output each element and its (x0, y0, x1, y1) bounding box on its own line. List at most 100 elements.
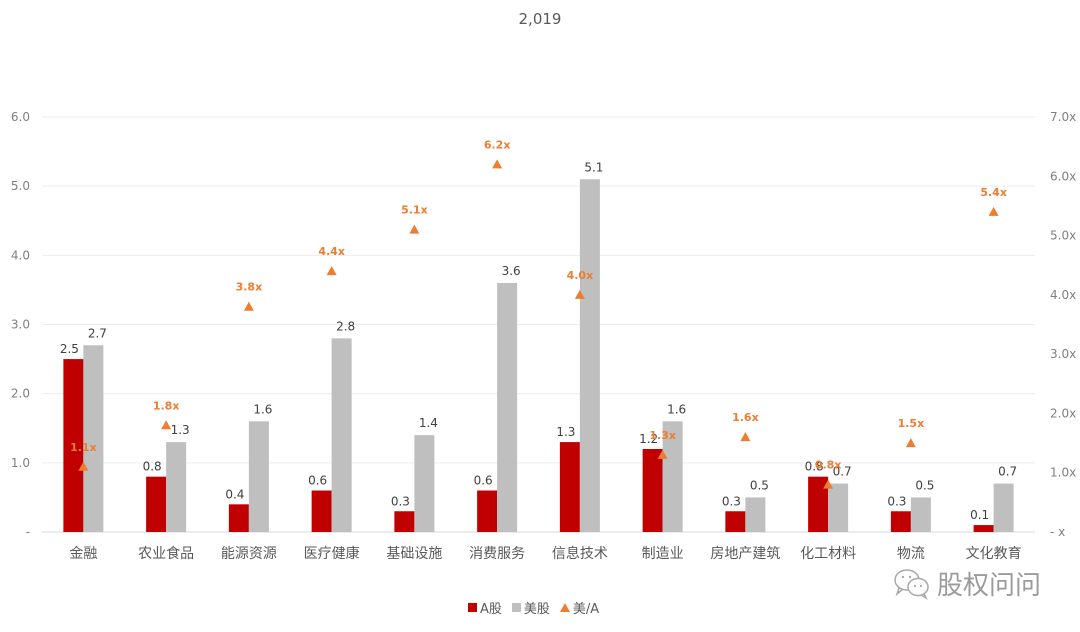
category-label: 基础设施 (386, 545, 442, 562)
ratio-triangle-marker[interactable] (243, 301, 254, 311)
legend-swatch-red (468, 603, 477, 612)
ratio-triangle-marker[interactable] (740, 432, 751, 442)
legend-label: 美/A (572, 602, 600, 617)
bar-a-shares[interactable] (725, 511, 746, 532)
ratio-label: 0.8x (815, 459, 842, 472)
legend-swatch-gray (511, 603, 521, 612)
right-axis-tick: 4.0x (1050, 288, 1076, 302)
ratio-label: 3.8x (236, 281, 263, 294)
bar-us-shares[interactable] (497, 283, 518, 532)
bar-label: 0.7 (998, 465, 1017, 479)
ratio-triangle-marker[interactable] (574, 289, 585, 299)
bar-us-shares[interactable] (579, 179, 600, 532)
ratio-label: 1.1x (70, 441, 97, 454)
category-label: 医疗健康 (304, 545, 360, 562)
legend-label: 美股 (523, 602, 550, 617)
bar-a-shares[interactable] (890, 511, 911, 532)
bar-us-shares[interactable] (83, 345, 104, 532)
bar-label: 0.3 (722, 494, 741, 508)
bar-label: 0.6 (474, 474, 493, 488)
bar-us-shares[interactable] (331, 338, 352, 532)
left-axis-tick: 5.0 (11, 179, 30, 193)
bar-label: 0.5 (750, 478, 769, 492)
bar-a-shares[interactable] (63, 359, 84, 532)
left-axis-tick: - (26, 525, 30, 539)
bar-label: 0.7 (833, 465, 852, 479)
ratio-label: 4.0x (567, 269, 594, 282)
ratio-triangle-marker[interactable] (161, 420, 172, 430)
chart-title: 2,019 (518, 10, 562, 28)
ratio-label: 4.4x (318, 245, 345, 258)
right-axis-tick: - x (1050, 525, 1065, 539)
ratio-triangle-marker[interactable] (988, 206, 999, 216)
bar-label: 2.8 (336, 319, 355, 333)
ratio-label: 6.2x (484, 138, 511, 151)
bar-label: 1.2 (639, 432, 658, 446)
bar-us-shares[interactable] (993, 483, 1014, 532)
watermark-text: 股权问问 (937, 571, 1042, 601)
ratio-triangle-marker[interactable] (409, 224, 420, 234)
bar-label: 0.5 (915, 478, 934, 492)
ratio-triangle-marker[interactable] (326, 266, 337, 276)
left-axis-tick: 4.0 (11, 248, 30, 262)
ratio-label: 1.8x (153, 399, 180, 412)
left-axis-tick: 2.0 (11, 387, 30, 401)
category-label: 物流 (897, 546, 925, 562)
left-axis-tick: 3.0 (11, 318, 30, 332)
category-label: 文化教育 (966, 546, 1022, 562)
bar-a-shares[interactable] (477, 490, 498, 533)
legend-label: A股 (480, 602, 502, 617)
ratio-label: 1.3x (649, 429, 676, 442)
bar-us-shares[interactable] (910, 497, 931, 532)
legend-item-us-shares[interactable]: 美股 (511, 598, 550, 617)
category-label: 农业食品 (138, 545, 194, 562)
bar-us-shares[interactable] (662, 421, 683, 532)
bar-label: 2.5 (60, 342, 79, 356)
bar-a-shares[interactable] (228, 504, 249, 532)
chart-legend: A股 美股 美/A (468, 598, 599, 617)
bar-label: 0.8 (143, 460, 162, 474)
bar-a-shares[interactable] (146, 476, 167, 532)
right-axis-tick: 2.0x (1050, 406, 1076, 420)
right-axis-tick: 3.0x (1050, 347, 1076, 361)
category-label: 信息技术 (552, 545, 608, 562)
bar-a-shares[interactable] (311, 490, 332, 533)
category-label: 化工材料 (800, 546, 856, 562)
bar-label: 1.3 (171, 423, 190, 437)
ratio-triangle-marker[interactable] (905, 438, 916, 448)
bar-label: 1.4 (419, 416, 438, 430)
ratio-triangle-marker[interactable] (823, 479, 834, 489)
ratio-triangle-marker[interactable] (657, 449, 668, 459)
bar-a-shares[interactable] (559, 442, 580, 532)
category-label: 能源资源 (221, 546, 277, 562)
category-label: 制造业 (642, 546, 684, 562)
bar-us-shares[interactable] (745, 497, 766, 532)
bar-label: 5.1 (584, 160, 603, 174)
right-axis-tick: 1.0x (1050, 466, 1076, 480)
ratio-triangle-marker[interactable] (78, 461, 89, 471)
bar-a-shares[interactable] (642, 449, 663, 532)
right-axis-tick: 7.0x (1050, 110, 1076, 124)
legend-triangle-icon (559, 603, 570, 612)
bar-label: 0.3 (391, 494, 410, 508)
bar-label: 3.6 (502, 264, 521, 278)
category-label: 金融 (69, 546, 97, 562)
bar-us-shares[interactable] (248, 421, 269, 532)
bar-label: 0.6 (308, 474, 327, 488)
bar-us-shares[interactable] (166, 442, 187, 532)
bar-a-shares[interactable] (394, 511, 415, 532)
category-label: 房地产建筑 (710, 546, 780, 562)
watermark: 股权问问 (893, 565, 1041, 602)
ratio-triangle-marker[interactable] (492, 159, 503, 169)
ratio-label: 5.1x (401, 204, 428, 217)
legend-item-a-shares[interactable]: A股 (468, 598, 502, 617)
wechat-icon (894, 568, 929, 600)
bar-us-shares[interactable] (414, 435, 435, 532)
legend-item-ratio[interactable]: 美/A (559, 598, 600, 617)
bar-us-shares[interactable] (828, 483, 849, 532)
bar-a-shares[interactable] (973, 525, 994, 532)
bar-a-shares[interactable] (808, 476, 829, 532)
bar-label: 0.4 (225, 487, 244, 501)
ratio-label: 1.6x (732, 411, 759, 424)
